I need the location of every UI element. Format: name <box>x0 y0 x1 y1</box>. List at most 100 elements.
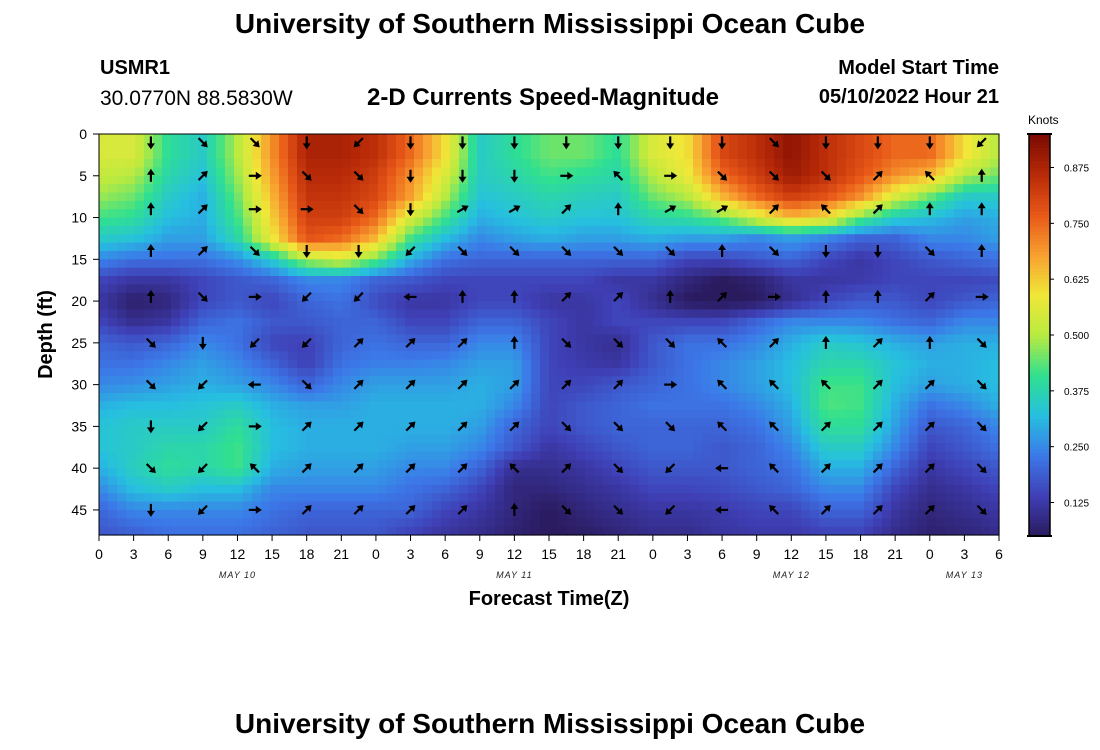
heatmap-cell <box>243 418 253 427</box>
heatmap-cell <box>747 175 757 185</box>
heatmap-cell <box>648 509 658 519</box>
heatmap-cell <box>639 134 649 143</box>
heatmap-cell <box>657 509 667 519</box>
heatmap-cell <box>189 401 199 411</box>
heatmap-cell <box>981 392 991 402</box>
heatmap-cell <box>378 426 388 436</box>
heatmap-cell <box>126 484 136 494</box>
heatmap-cell <box>405 150 415 160</box>
heatmap-cell <box>288 309 298 319</box>
heatmap-cell <box>864 359 874 369</box>
heatmap-cell <box>810 150 820 160</box>
heatmap-cell <box>882 175 892 185</box>
heatmap-cell <box>423 150 433 160</box>
heatmap-cell <box>216 476 226 486</box>
heatmap-cell <box>648 526 658 536</box>
heatmap-cell <box>342 384 352 394</box>
heatmap-cell <box>144 342 154 352</box>
heatmap-cell <box>108 401 118 411</box>
heatmap-cell <box>846 401 856 411</box>
current-arrow <box>820 204 831 215</box>
heatmap-cell <box>144 468 154 478</box>
heatmap-cell <box>369 267 379 277</box>
heatmap-cell <box>792 159 802 169</box>
heatmap-cell <box>522 292 532 302</box>
heatmap-cell <box>144 409 154 419</box>
heatmap-cell <box>360 468 370 478</box>
heatmap-cell <box>720 217 730 227</box>
heatmap-cell <box>936 476 946 486</box>
heatmap-cell <box>216 234 226 244</box>
heatmap-cell <box>765 301 775 311</box>
heatmap-cell <box>504 159 514 169</box>
heatmap-cell <box>783 376 793 386</box>
heatmap-cell <box>486 184 496 194</box>
heatmap-cell <box>567 309 577 319</box>
heatmap-cell <box>648 434 658 444</box>
heatmap-cell <box>396 518 406 528</box>
heatmap-cell <box>225 142 235 152</box>
heatmap-cell <box>657 134 667 143</box>
heatmap-cell <box>549 351 559 361</box>
heatmap-cell <box>207 326 217 336</box>
heatmap-cell <box>414 401 424 411</box>
heatmap-cell <box>531 284 541 294</box>
heatmap-cell <box>135 242 145 252</box>
heatmap-cell <box>594 501 604 511</box>
heatmap-cell <box>828 259 838 269</box>
heatmap-cell <box>504 459 514 469</box>
heatmap-cell <box>342 326 352 336</box>
heatmap-cell <box>972 217 982 227</box>
current-arrow <box>353 379 364 390</box>
heatmap-cell <box>378 317 388 327</box>
heatmap-cell <box>468 276 478 285</box>
heatmap-cell <box>225 225 235 235</box>
heatmap-cell <box>828 134 838 143</box>
heatmap-cell <box>873 451 883 461</box>
heatmap-cell <box>585 292 595 302</box>
heatmap-cell <box>162 184 172 194</box>
heatmap-cell <box>945 259 955 269</box>
heatmap-cell <box>153 451 163 461</box>
heatmap-cell <box>153 443 163 453</box>
heatmap-cell <box>981 242 991 252</box>
heatmap-cell <box>639 209 649 219</box>
current-arrow <box>976 504 987 515</box>
heatmap-cell <box>486 142 496 152</box>
heatmap-cell <box>495 518 505 528</box>
heatmap-cell <box>855 217 865 227</box>
heatmap-cell <box>396 484 406 494</box>
heatmap-cell <box>378 367 388 377</box>
heatmap-cell <box>405 359 415 369</box>
heatmap-cell <box>351 175 361 185</box>
heatmap-cell <box>873 326 883 336</box>
heatmap-cell <box>387 443 397 453</box>
heatmap-cell <box>810 159 820 169</box>
heatmap-cell <box>144 184 154 194</box>
heatmap-cell <box>117 409 127 419</box>
heatmap-cell <box>207 459 217 469</box>
heatmap-cell <box>819 217 829 227</box>
heatmap-cell <box>522 392 532 402</box>
heatmap-cell <box>666 192 676 202</box>
heatmap-cell <box>657 409 667 419</box>
heatmap-cell <box>171 526 181 536</box>
heatmap-cell <box>594 267 604 277</box>
heatmap-cell <box>801 342 811 352</box>
heatmap-cell <box>396 334 406 344</box>
heatmap-cell <box>900 175 910 185</box>
heatmap-cell <box>702 326 712 336</box>
heatmap-cell <box>621 476 631 486</box>
heatmap-cell <box>513 317 523 327</box>
heatmap-cell <box>450 434 460 444</box>
heatmap-cell <box>351 443 361 453</box>
heatmap-cell <box>864 134 874 143</box>
heatmap-cell <box>981 334 991 344</box>
heatmap-cell <box>468 359 478 369</box>
heatmap-cell <box>243 175 253 185</box>
heatmap-cell <box>207 159 217 169</box>
heatmap-cell <box>522 476 532 486</box>
heatmap-cell <box>738 192 748 202</box>
heatmap-cell <box>225 418 235 427</box>
heatmap-cell <box>360 459 370 469</box>
